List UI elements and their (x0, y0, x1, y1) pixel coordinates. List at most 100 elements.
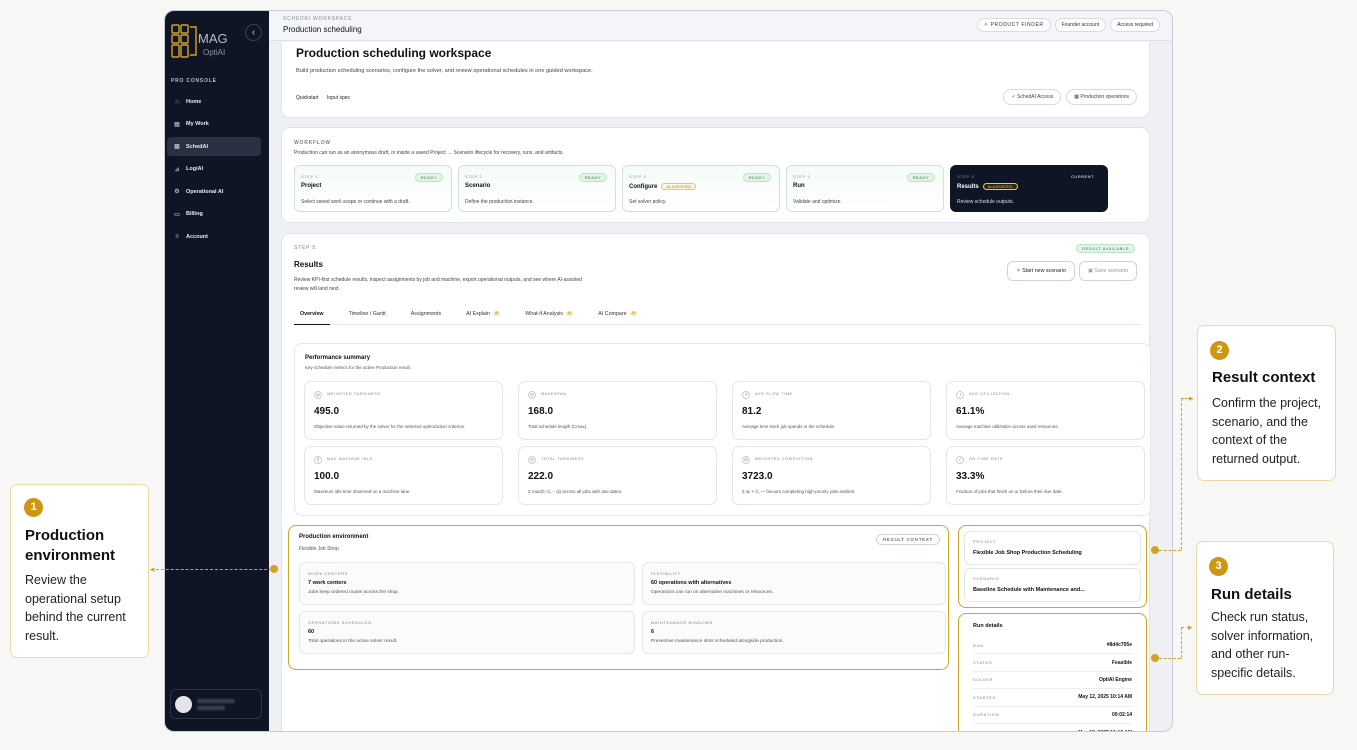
quickstart-link[interactable]: Quickstart (296, 95, 319, 101)
start-new-scenario-button[interactable]: ✧ Start new scenario (1007, 261, 1075, 281)
input-spec-link[interactable]: Input spec (326, 95, 351, 101)
results-card: STEP 5 Results Review KPI-first schedule… (281, 233, 1151, 731)
results-description: Review KPI-first schedule results, inspe… (294, 277, 582, 292)
current-badge: CURRENT (1070, 174, 1094, 179)
tab-ai-compare[interactable]: AI Compare AI (592, 309, 643, 325)
metric-description: Maximum idle time observed on a machine … (314, 489, 411, 494)
metric-value: 33.3% (956, 471, 985, 482)
result-context-badge: RESULT CONTEXT (876, 534, 940, 545)
sidebar-item-billing[interactable]: ▭ Billing (167, 205, 261, 224)
product-finder-button[interactable]: ✧ PRODUCT FINDER (976, 18, 1051, 32)
performance-subtitle: Key schedule metrics for the active Prod… (305, 365, 412, 370)
environment-grid: WORK CENTERS 7 work centers Jobs keep orde… (299, 562, 946, 654)
workflow-step-run[interactable]: STEP 4 READY Run Validate and optimize. (786, 165, 944, 212)
workflow-step-configure[interactable]: STEP 3 READY Configure AI-ASSISTED Set solve… (622, 165, 780, 212)
sparkle-icon: ✧ (1016, 268, 1023, 274)
hero-title: Production scheduling workspace (296, 46, 492, 60)
run-detail-value: #8d4c705e (1106, 642, 1132, 649)
workflow-step-project[interactable]: STEP 1 READY Project Select saved work scop… (294, 165, 452, 212)
workflow-step-scenario[interactable]: STEP 2 READY Scenario Define the production… (458, 165, 616, 212)
environment-title: Production environment (299, 534, 369, 540)
connector-line (1159, 658, 1181, 659)
sidebar-item-logiai[interactable]: ⊿ LogiAI (167, 160, 261, 179)
sparkle-icon: ✧ (983, 22, 991, 28)
sidebar-item-account[interactable]: ≡ Account (167, 227, 261, 246)
sidebar-item-schedai[interactable]: ▦ SchedAI (167, 137, 261, 156)
home-icon: ⌂ (175, 98, 179, 105)
metric-card: ◎ WEIGHTED TARDINESS 495.0 Objective value … (304, 381, 503, 440)
collapse-sidebar-button[interactable]: ‹ (245, 24, 262, 41)
callout-body: Review the operational setup behind the … (25, 573, 126, 643)
sidebar-item-label: SchedAI (186, 143, 209, 150)
ready-badge: READY (578, 173, 607, 182)
metric-value: 81.2 (742, 406, 762, 417)
run-detail-row: STATUS Feasible (973, 654, 1132, 672)
tab-timeline-gantt[interactable]: Timeline / Gantt (343, 309, 392, 325)
run-detail-key: RUN (973, 642, 984, 648)
sidebar-item-my-work[interactable]: ▤ My Work (167, 115, 261, 134)
sidebar-item-label: Billing (186, 211, 203, 217)
step-title-text: Configure (629, 184, 658, 191)
metric-description: Total schedule length (Cmax). (528, 424, 588, 429)
tab-what-if-analysis[interactable]: What-if Analysis AI (519, 309, 579, 325)
run-details-rows: RUN #8d4c705e STATUS Feasible SOLVER OptiAI E… (973, 637, 1132, 731)
step-title: Project (301, 183, 321, 189)
run-detail-key: DURATION (973, 712, 1000, 718)
environment-cell-value: 60 operations with alternatives (651, 580, 732, 586)
mag-optiai-logo: MAG OptiAI (171, 24, 228, 58)
scenario-label: SCENARIO (973, 576, 1000, 581)
founder-account-badge[interactable]: Founder account (1054, 18, 1107, 32)
metric-label: TOTAL TARDINESS (541, 457, 585, 461)
save-scenario-button[interactable]: ▣ Save scenario (1078, 261, 1137, 281)
environment-cell-value: 6 (651, 629, 655, 635)
step-number: STEP 5 (957, 174, 975, 179)
tab-label: What-if Analysis (525, 311, 563, 317)
logo-text: MAG (198, 31, 228, 46)
gear-icon: ⚙ (174, 189, 180, 195)
metric-label: AVG UTILIZATION (969, 392, 1010, 396)
calendar-icon: ▦ (174, 144, 180, 150)
callout-title: Result context (1212, 369, 1316, 386)
run-detail-row: STARTED May 12, 2025 10:14 AM (973, 689, 1132, 707)
run-detail-key: STARTED (973, 694, 997, 700)
ai-assisted-badge: AI-ASSISTED (982, 183, 1018, 190)
environment-cell-value: 7 work centers (308, 580, 347, 586)
tab-assignments[interactable]: Assignments (405, 309, 447, 325)
gauge-icon: ◔ (956, 391, 964, 399)
tab-label: AI Explain (466, 311, 490, 317)
tab-overview[interactable]: Overview (294, 309, 330, 325)
run-detail-value: OptiAI Engine (1098, 676, 1132, 683)
topbar: SCHEDAI WORKSPACE Production scheduling … (269, 11, 1172, 41)
run-detail-key: COMPLETED (973, 730, 1004, 731)
step-number: STEP 3 (629, 174, 647, 179)
callout-number: 2 (1210, 341, 1229, 360)
workflow-step-results[interactable]: STEP 5 CURRENT Results AI-ASSISTED Review sc… (950, 165, 1108, 212)
product-finder-label: PRODUCT FINDER (990, 22, 1044, 28)
environment-cell: MAINTENANCE WINDOWS 6 Preventive maintenan… (642, 611, 946, 654)
run-detail-row: DURATION 00:02:14 (973, 707, 1132, 724)
schedai-access-chip[interactable]: ✓ SchedAI Access (1003, 89, 1062, 105)
run-detail-row: SOLVER OptiAI Engine (973, 672, 1132, 690)
pause-icon: ‖ (314, 456, 322, 464)
metric-label: ON-TIME RATE (969, 457, 1004, 461)
hero-description: Build production scheduling scenarios, c… (296, 68, 593, 74)
connector-dot (270, 565, 278, 573)
step-description: Select saved work scope or continue with… (301, 199, 410, 205)
metric-description: Objective value returned by the solver f… (314, 424, 466, 429)
step-title-text: Scenario (465, 183, 491, 189)
environment-cell-label: FLEXIBILITY (651, 571, 681, 576)
sidebar-item-home[interactable]: ⌂ Home (167, 92, 261, 111)
step-title-text: Results (957, 184, 979, 191)
results-tabs: Overview Timeline / Gantt Assignments AI Ex… (294, 309, 1141, 325)
sliders-icon: ≡ (175, 233, 179, 240)
sidebar-item-operational-ai[interactable]: ⚙ Operational AI (167, 182, 261, 201)
metric-label: WEIGHTED COMPLETION (755, 457, 814, 461)
connector-line (1181, 627, 1190, 628)
ai-badge: AI (492, 311, 501, 317)
sidebar-nav: ⌂ Home ▤ My Work ▦ SchedAI ⊿ LogiAI ⚙ Operational… (167, 92, 261, 250)
production-operations-chip[interactable]: ▦ Production operations (1066, 89, 1137, 105)
metric-value: 100.0 (314, 471, 340, 482)
user-profile[interactable] (170, 689, 262, 719)
tab-ai-explain[interactable]: AI Explain AI (460, 309, 506, 325)
